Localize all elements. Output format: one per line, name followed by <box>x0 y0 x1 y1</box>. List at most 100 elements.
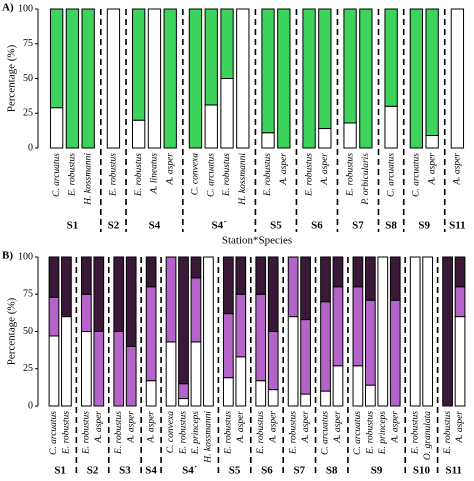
bar-segment <box>302 8 316 149</box>
bar-segment <box>49 8 64 109</box>
station-label: S2 <box>108 220 120 232</box>
bar-segment <box>61 316 72 407</box>
species-label: A. asper <box>236 411 246 444</box>
bar-segment <box>352 256 364 288</box>
station-label: S10 <box>413 465 431 477</box>
station-label: S8 <box>385 220 397 232</box>
bar-segment <box>147 8 162 149</box>
bar-segment <box>320 390 331 407</box>
species-label: A. asper <box>301 411 311 444</box>
species-label: E. robustus <box>288 411 298 455</box>
station-label: S11 <box>449 220 466 232</box>
station-label: S1 <box>67 220 79 232</box>
bar-segment <box>267 389 279 407</box>
bar-segment <box>261 8 275 134</box>
bar-segment <box>145 380 157 407</box>
species-label: P. orbicularis <box>361 153 371 206</box>
species-label: C. arcuatus <box>321 411 331 455</box>
bar-segment <box>267 331 279 391</box>
species-label: E. robustus <box>263 153 273 197</box>
bar-segment <box>235 293 247 358</box>
bar-segment <box>277 8 291 149</box>
bar-segment <box>220 8 234 79</box>
station-label: S9 <box>418 220 430 232</box>
bar-segment <box>145 256 157 288</box>
bar-segment <box>204 104 218 149</box>
species-label: A. asper <box>126 411 136 444</box>
species-label: A. asper <box>453 153 463 186</box>
station-label: S4´ <box>182 465 198 477</box>
y-tick-label: 25 <box>23 108 33 119</box>
bar-segment <box>132 119 146 149</box>
bar-segment <box>300 393 311 407</box>
bar-segment <box>222 313 234 379</box>
station-label: S6 <box>261 465 273 477</box>
station-label: S4´ <box>211 220 227 232</box>
bar-segment <box>442 256 453 407</box>
bar-segment <box>190 256 202 279</box>
bar-segment <box>80 293 92 332</box>
bar-segment <box>454 286 466 318</box>
bar-segment <box>320 256 331 303</box>
bar-segment <box>409 256 421 407</box>
station-label: S6 <box>311 220 323 232</box>
bar-segment <box>204 8 218 106</box>
bar-segment <box>236 8 250 149</box>
bar-segment <box>300 319 311 395</box>
bar-segment <box>65 8 80 149</box>
bar-segment <box>190 341 202 407</box>
species-label: E. princeps <box>191 411 201 456</box>
bar-segment <box>165 256 177 343</box>
bar-segment <box>320 301 331 392</box>
species-label: H. kossmanni <box>204 411 214 464</box>
y-tick-label: 100 <box>18 251 33 262</box>
bar-segment <box>332 365 344 407</box>
bar-segment <box>364 384 376 407</box>
species-label: A. asper <box>279 153 289 186</box>
bar-segment <box>377 256 389 407</box>
panel-label: B) <box>2 250 13 262</box>
bar-segment <box>235 256 247 295</box>
species-label: C. convexa <box>191 153 201 195</box>
station-label: S8 <box>326 465 338 477</box>
species-label: E. robustus <box>82 411 92 455</box>
species-label: A. asper <box>390 411 400 444</box>
y-axis-label: Percentage (%) <box>6 44 18 112</box>
species-label: E. robustus <box>410 411 420 455</box>
species-label: H. kossmanni <box>83 153 93 206</box>
bar-segment <box>359 8 373 149</box>
species-label: A. asper <box>333 411 343 444</box>
y-tick-label: 100 <box>18 3 33 14</box>
bar-segment <box>425 134 439 149</box>
bar-segment <box>80 331 92 407</box>
bar-segment <box>145 286 157 382</box>
species-label: A. asper <box>146 411 156 444</box>
station-label: S7 <box>294 465 306 477</box>
species-label: C. arcuatus <box>49 411 59 455</box>
bar-segment <box>220 78 234 149</box>
species-label: E. robustus <box>68 153 78 197</box>
bar-segment <box>332 286 344 367</box>
bar-segment <box>332 256 344 288</box>
station-label: S3 <box>119 465 131 477</box>
bar-segment <box>178 398 189 407</box>
y-tick-label: 50 <box>23 326 33 337</box>
bar-segment <box>165 341 177 407</box>
bar-segment <box>409 8 424 149</box>
species-label: E. robustus <box>62 411 72 455</box>
bar-segment <box>261 132 275 149</box>
species-label: C. arcuatus <box>52 153 62 197</box>
bar-segment <box>352 286 364 367</box>
bar-segment <box>364 256 376 301</box>
species-label: A. asper <box>94 411 104 444</box>
bar-segment <box>222 256 234 315</box>
species-label: A. asper <box>320 153 330 186</box>
station-label: S5 <box>270 220 282 232</box>
species-label: E. robustus <box>345 153 355 197</box>
bar-segment <box>113 331 125 407</box>
bar-segment <box>48 256 60 298</box>
y-tick-label: 75 <box>23 38 33 49</box>
species-label: A. asper <box>455 411 465 444</box>
bar-segment <box>343 122 357 149</box>
